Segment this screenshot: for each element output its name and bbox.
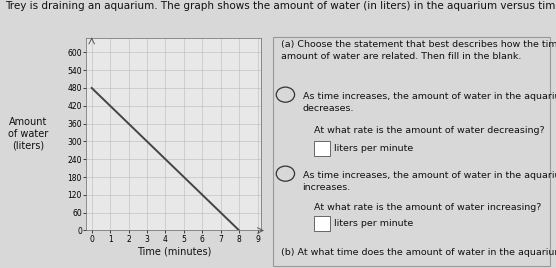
Text: At what rate is the amount of water decreasing?: At what rate is the amount of water decr… xyxy=(314,126,545,136)
Text: As time increases, the amount of water in the aquarium
decreases.: As time increases, the amount of water i… xyxy=(302,92,556,113)
Text: liters per minute: liters per minute xyxy=(334,144,413,153)
Y-axis label: Amount
of water
(liters): Amount of water (liters) xyxy=(8,117,48,151)
Text: (b) At what time does the amount of water in the aquarium: (b) At what time does the amount of wate… xyxy=(281,248,556,257)
Text: liters per minute: liters per minute xyxy=(334,219,413,228)
X-axis label: Time (minutes): Time (minutes) xyxy=(137,246,211,256)
Bar xyxy=(314,141,330,156)
Bar xyxy=(314,216,330,232)
Text: At what rate is the amount of water increasing?: At what rate is the amount of water incr… xyxy=(314,203,542,212)
Text: Trey is draining an aquarium. The graph shows the amount of water (in liters) in: Trey is draining an aquarium. The graph … xyxy=(6,1,556,11)
Text: As time increases, the amount of water in the aquarium
increases.: As time increases, the amount of water i… xyxy=(302,171,556,192)
Text: (a) Choose the statement that best describes how the time and
amount of water ar: (a) Choose the statement that best descr… xyxy=(281,40,556,61)
